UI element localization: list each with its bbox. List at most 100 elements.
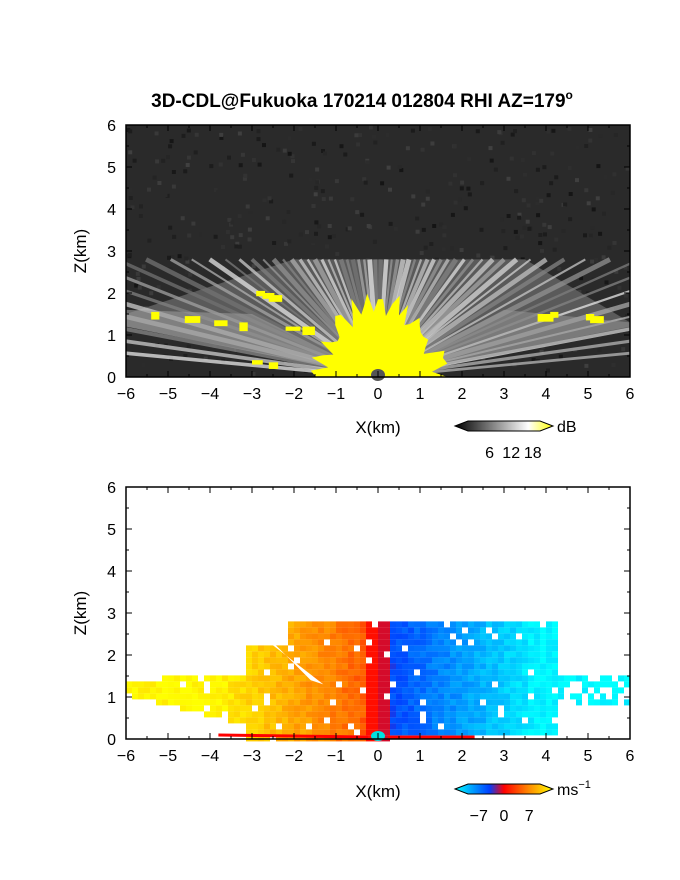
noise-pixel	[614, 269, 619, 274]
velocity-cell	[288, 651, 294, 658]
noise-pixel	[186, 155, 191, 160]
velocity-cell	[276, 711, 282, 718]
velocity-cell	[516, 699, 522, 706]
velocity-cell	[534, 651, 540, 658]
velocity-cell	[354, 705, 360, 712]
velocity-cell	[498, 687, 504, 694]
x-tick-label: −2	[285, 386, 303, 403]
noise-pixel	[527, 226, 532, 231]
velocity-cell	[180, 687, 186, 694]
velocity-cell	[522, 627, 528, 634]
noise-pixel	[219, 132, 224, 137]
velocity-cell	[294, 705, 300, 712]
noise-pixel	[557, 266, 562, 271]
velocity-cell	[468, 693, 474, 700]
noise-pixel	[539, 349, 544, 354]
velocity-cell	[402, 627, 408, 634]
velocity-cell	[528, 699, 534, 706]
velocity-cell	[474, 675, 480, 682]
velocity-cell	[204, 693, 210, 700]
noise-pixel	[128, 129, 133, 134]
velocity-cell	[384, 669, 390, 676]
velocity-cell	[498, 633, 504, 640]
velocity-cell	[570, 693, 576, 700]
noise-pixel	[197, 266, 202, 271]
velocity-cell	[294, 681, 300, 688]
noise-pixel	[284, 241, 288, 246]
velocity-cell	[456, 723, 462, 730]
velocity-cell	[414, 717, 420, 724]
velocity-cell	[264, 723, 270, 730]
noise-pixel	[328, 196, 333, 201]
velocity-cell	[510, 717, 516, 724]
velocity-cell	[414, 663, 420, 670]
velocity-cell	[336, 675, 342, 682]
velocity-cell	[180, 705, 186, 712]
noise-pixel	[287, 151, 292, 156]
velocity-cell	[480, 675, 486, 682]
noise-pixel	[488, 146, 493, 151]
velocity-cell	[348, 675, 354, 682]
velocity-cell	[420, 729, 426, 736]
velocity-cell	[378, 717, 384, 724]
velocity-cell	[354, 669, 360, 676]
velocity-cell	[354, 657, 360, 664]
velocity-cell	[294, 651, 300, 658]
velocity-cell	[432, 723, 438, 730]
velocity-cell	[270, 669, 276, 676]
velocity-cell	[522, 663, 528, 670]
noise-pixel	[347, 226, 352, 231]
velocity-cell	[594, 699, 600, 706]
colorbar-tick-label: 7	[525, 808, 534, 825]
velocity-cell	[270, 657, 276, 664]
noise-pixel	[469, 256, 473, 261]
noise-pixel	[308, 177, 313, 182]
velocity-cell	[462, 717, 468, 724]
velocity-cell	[228, 705, 234, 712]
velocity-cell	[240, 681, 246, 688]
y-tick-labels: 0 1 2 3 4 5 6	[107, 118, 630, 387]
velocity-cell	[420, 627, 426, 634]
noise-pixel	[130, 205, 135, 209]
velocity-cell	[228, 675, 234, 682]
velocity-cell	[246, 699, 252, 706]
noise-pixel	[432, 224, 437, 228]
velocity-cell	[396, 681, 402, 688]
velocity-cell	[210, 711, 216, 718]
velocity-cell	[522, 621, 528, 628]
noise-pixel	[131, 125, 136, 130]
velocity-cell	[480, 663, 486, 670]
velocity-cell	[360, 693, 366, 700]
velocity-cell	[528, 687, 534, 694]
noise-pixel	[448, 181, 453, 186]
velocity-cell	[252, 681, 258, 688]
velocity-cell	[396, 663, 402, 670]
noise-pixel	[425, 196, 430, 201]
velocity-cell	[612, 699, 618, 706]
noise-pixel	[193, 150, 198, 155]
noise-pixel	[147, 187, 151, 192]
velocity-cell	[414, 651, 420, 658]
velocity-cell	[312, 699, 318, 706]
velocity-cell	[378, 657, 384, 664]
velocity-cell	[468, 705, 474, 712]
velocity-cell	[324, 681, 330, 688]
velocity-cell	[396, 729, 402, 736]
velocity-cell	[354, 621, 360, 628]
velocity-cell	[432, 639, 438, 646]
y-tick-label: 2	[107, 286, 116, 303]
velocity-cell	[444, 729, 450, 736]
noise-pixel	[180, 216, 185, 221]
x-tick-label: 0	[374, 386, 383, 403]
velocity-cell	[318, 633, 324, 640]
velocity-cell	[426, 729, 432, 736]
noise-pixel	[425, 189, 430, 194]
velocity-cell	[288, 633, 294, 640]
velocity-cell	[504, 675, 510, 682]
velocity-cell	[534, 699, 540, 706]
velocity-cell	[372, 705, 378, 712]
velocity-cell	[330, 627, 336, 634]
velocity-cell	[444, 633, 450, 640]
velocity-cell	[288, 699, 294, 706]
velocity-cell	[408, 693, 414, 700]
